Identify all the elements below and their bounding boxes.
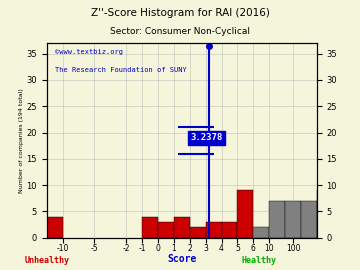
Bar bbox=[301, 201, 317, 238]
Bar bbox=[333, 217, 348, 238]
Bar bbox=[174, 217, 190, 238]
Bar bbox=[206, 222, 221, 238]
Text: Z''-Score Histogram for RAI (2016): Z''-Score Histogram for RAI (2016) bbox=[91, 8, 269, 18]
X-axis label: Score: Score bbox=[167, 254, 197, 264]
Bar bbox=[47, 217, 63, 238]
Bar bbox=[285, 201, 301, 238]
Text: Healthy: Healthy bbox=[242, 256, 277, 265]
Bar bbox=[221, 222, 237, 238]
Text: Sector: Consumer Non-Cyclical: Sector: Consumer Non-Cyclical bbox=[110, 27, 250, 36]
Y-axis label: Number of companies (194 total): Number of companies (194 total) bbox=[19, 88, 24, 193]
Bar bbox=[190, 227, 206, 238]
Bar bbox=[253, 227, 269, 238]
Bar bbox=[317, 190, 333, 238]
Text: The Research Foundation of SUNY: The Research Foundation of SUNY bbox=[55, 66, 186, 73]
Text: Unhealthy: Unhealthy bbox=[24, 256, 69, 265]
Text: ©www.textbiz.org: ©www.textbiz.org bbox=[55, 49, 123, 55]
Bar bbox=[269, 201, 285, 238]
Bar bbox=[348, 195, 360, 238]
Text: 3.2378: 3.2378 bbox=[190, 133, 222, 142]
Bar bbox=[158, 222, 174, 238]
Bar bbox=[142, 217, 158, 238]
Bar bbox=[237, 190, 253, 238]
